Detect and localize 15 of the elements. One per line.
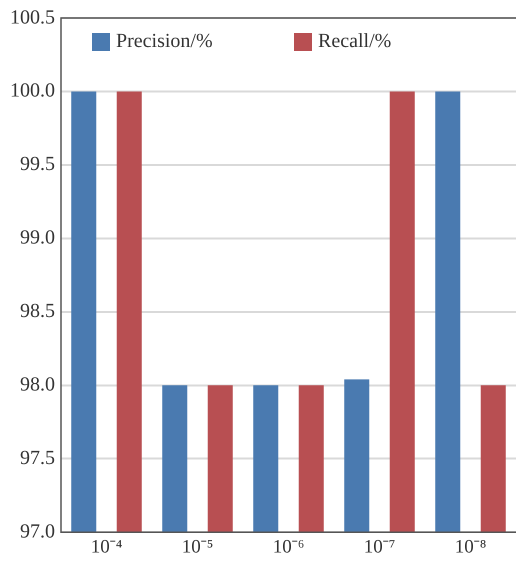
- x-tick-label: 10⁻⁷: [364, 536, 396, 558]
- y-tick-label: 98.0: [20, 374, 55, 396]
- y-tick-label: 99.0: [20, 226, 55, 249]
- x-tick-label: 10⁻⁶: [272, 536, 304, 558]
- y-tick-label: 100.5: [10, 6, 55, 28]
- y-tick-label: 97.0: [20, 520, 55, 542]
- y-tick-label: 98.5: [20, 300, 55, 322]
- y-tick-label: 97.5: [20, 446, 55, 469]
- x-tick-label: 10⁻⁴: [90, 536, 123, 558]
- legend-label: Precision/%: [116, 30, 213, 53]
- y-tick-label: 100.0: [10, 80, 55, 102]
- x-tick-label: 10⁻⁸: [454, 536, 486, 558]
- legend-label: Recall/%: [318, 30, 392, 53]
- y-tick-label: 99.5: [20, 153, 55, 176]
- x-tick-label: 10⁻⁵: [182, 536, 214, 558]
